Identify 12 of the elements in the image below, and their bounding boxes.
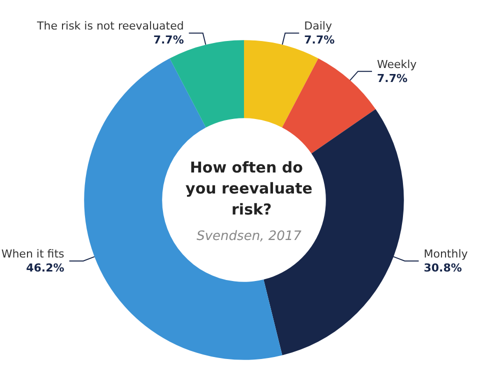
data-label: 7.7% [376, 72, 408, 85]
slice-label: When it fits [1, 247, 65, 260]
slice-label: The risk is not reevaluated [36, 20, 184, 33]
text: Svendsen, 2017 [196, 229, 302, 244]
text: How often do you reevaluate risk? [186, 158, 312, 218]
data-label: 30.8% [424, 261, 462, 274]
data-label: 7.7% [304, 34, 335, 47]
slice-label: Monthly [424, 247, 468, 260]
slice-label: Daily [304, 20, 332, 33]
data-label: 7.7% [153, 34, 184, 47]
slice-label: Weekly [376, 58, 418, 71]
data-label: 46.2% [26, 261, 64, 274]
